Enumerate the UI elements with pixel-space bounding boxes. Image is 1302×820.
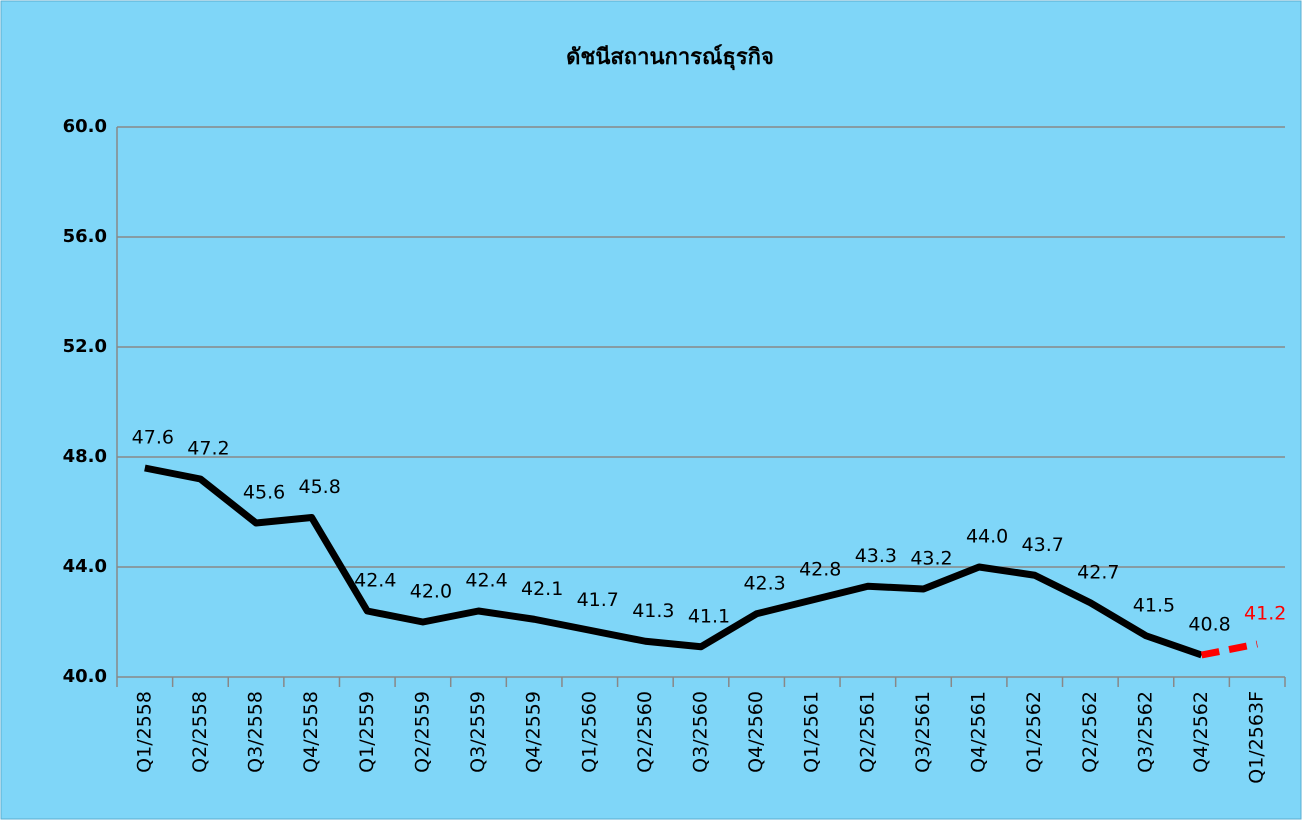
- data-label: 44.0: [966, 526, 1008, 548]
- x-tick-label: Q4/2561: [968, 691, 990, 773]
- data-label: 42.4: [465, 570, 507, 592]
- data-label: 42.1: [521, 578, 563, 600]
- x-tick-label: Q1/2558: [133, 691, 155, 773]
- y-tick-label: 40.0: [63, 666, 107, 687]
- data-label: 45.8: [299, 476, 341, 498]
- x-tick-label: Q2/2562: [1079, 691, 1101, 773]
- data-label: 42.0: [410, 581, 452, 603]
- line: [144, 464, 1203, 659]
- x-tick-label: Q1/2561: [801, 691, 823, 773]
- data-label: 41.2: [1244, 603, 1286, 625]
- y-tick-label: 56.0: [63, 226, 107, 247]
- data-label: 41.1: [688, 605, 730, 627]
- x-tick-label: Q4/2559: [523, 691, 545, 773]
- x-tick-label: Q4/2558: [300, 691, 322, 773]
- x-tick-label: Q1/2559: [356, 691, 378, 773]
- data-label: 43.7: [1022, 534, 1064, 556]
- x-tick-label: Q2/2560: [634, 691, 656, 773]
- x-tick-label: Q1/2562: [1023, 691, 1045, 773]
- data-label: 43.2: [910, 548, 952, 570]
- x-tick-label: Q3/2558: [245, 691, 267, 773]
- chart-title: ดัชนีสถานการณ์ธุรกิจ: [566, 44, 774, 71]
- data-label: 42.8: [799, 559, 841, 581]
- data-label: 47.6: [132, 427, 174, 449]
- x-tick-label: Q4/2562: [1190, 691, 1212, 773]
- data-label: 41.7: [577, 589, 619, 611]
- x-tick-label: Q3/2561: [912, 691, 934, 773]
- y-tick-label: 44.0: [63, 556, 107, 577]
- data-label: 40.8: [1188, 614, 1230, 636]
- x-tick-label: Q4/2560: [745, 691, 767, 773]
- x-tick-label: Q3/2560: [690, 691, 712, 773]
- x-tick-label: Q2/2558: [189, 691, 211, 773]
- data-label: 42.3: [743, 572, 785, 594]
- x-tick-label: Q2/2561: [856, 691, 878, 773]
- x-tick-label: Q3/2562: [1134, 691, 1156, 773]
- x-tick-label: Q1/2563F: [1246, 691, 1268, 784]
- data-label: 42.4: [354, 570, 396, 592]
- data-label: 43.3: [855, 545, 897, 567]
- x-tick-label: Q3/2559: [467, 691, 489, 773]
- line: [1200, 640, 1258, 659]
- y-tick-label: 48.0: [63, 446, 107, 467]
- x-tick-label: Q1/2560: [578, 691, 600, 773]
- x-tick-label: Q2/2559: [411, 691, 433, 773]
- data-label: 45.6: [243, 482, 285, 504]
- y-tick-label: 60.0: [63, 116, 107, 137]
- y-tick-label: 52.0: [63, 336, 107, 357]
- data-label: 47.2: [187, 438, 229, 460]
- data-label: 42.7: [1077, 561, 1119, 583]
- data-label: 41.3: [632, 600, 674, 622]
- data-label: 41.5: [1133, 594, 1175, 616]
